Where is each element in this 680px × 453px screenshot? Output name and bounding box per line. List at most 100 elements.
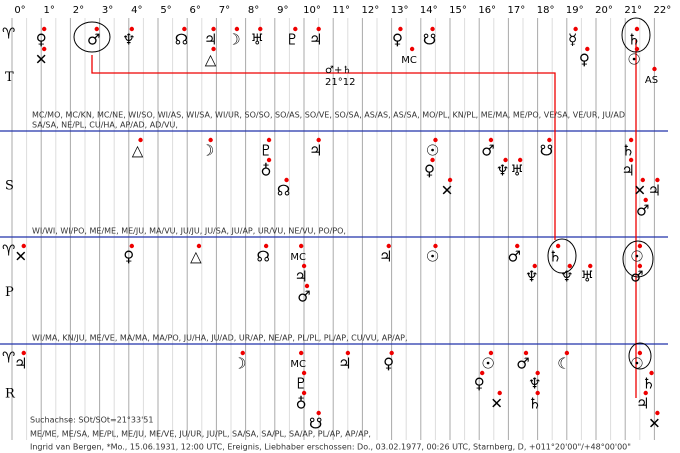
- row-symbol: ♈: [2, 25, 15, 43]
- position-dot: [628, 157, 634, 163]
- position-dot: [503, 157, 508, 163]
- planet-glyph: ☊: [175, 31, 188, 49]
- degree-label: 8°: [248, 5, 259, 16]
- planet-glyph: △: [190, 248, 202, 266]
- position-dot: [535, 390, 540, 396]
- planet-glyph: ♇: [294, 375, 307, 393]
- degree-label: 9°: [277, 5, 288, 16]
- midpoint-list: SA/SA, NE/PL, CU/HA, AP/AD, AD/VU,: [32, 121, 178, 130]
- planet-glyph: ✕: [441, 182, 454, 200]
- planet-glyph: ☽: [227, 31, 240, 49]
- degree-label: 7°: [219, 5, 230, 16]
- position-dot: [430, 26, 435, 32]
- position-dot: [588, 263, 593, 269]
- position-dot: [585, 46, 590, 52]
- planet-glyph: ♂: [87, 31, 100, 49]
- planet-glyph: ♂: [508, 248, 521, 266]
- position-dot: [564, 350, 570, 356]
- position-dot: [547, 137, 552, 143]
- planet-glyph: △: [205, 51, 217, 69]
- planet-glyph: ♅: [581, 268, 594, 286]
- position-dot: [409, 46, 415, 52]
- planet-glyph: ☿: [568, 31, 577, 49]
- position-dot: [398, 26, 403, 32]
- planet-glyph: ♀: [36, 31, 47, 49]
- planet-glyph: ✕: [648, 415, 661, 433]
- position-dot: [389, 350, 394, 356]
- position-dot: [640, 177, 645, 183]
- planet-glyph: ♃: [621, 162, 634, 180]
- position-dot: [535, 370, 540, 376]
- planet-glyph: ♇: [259, 142, 272, 160]
- position-dot: [643, 197, 648, 203]
- planet-glyph: ♆: [122, 31, 135, 49]
- planet-glyph: ♆: [528, 375, 541, 393]
- planet-glyph: ♁: [296, 395, 307, 413]
- degree-label: 0°: [14, 5, 25, 16]
- planet-glyph: ☋: [423, 31, 436, 49]
- position-dot: [488, 137, 494, 143]
- position-dot: [480, 370, 485, 376]
- midpoint-list: WI/MA, KN/JU, ME/VE, MA/MA, MA/PO, JU/HA…: [32, 334, 408, 343]
- planet-glyph: ♀: [123, 248, 134, 266]
- position-dot: [447, 177, 453, 183]
- position-dot: [652, 66, 657, 72]
- degree-label: 6°: [190, 5, 201, 16]
- position-dot: [301, 263, 307, 269]
- degree-label: 20°: [595, 5, 613, 16]
- planet-glyph: ♂: [481, 142, 494, 160]
- position-dot: [21, 243, 26, 249]
- position-dot: [433, 243, 438, 249]
- planet-glyph: ☊: [277, 182, 290, 200]
- position-dot: [637, 263, 643, 269]
- row-label: P: [5, 285, 14, 300]
- planet-glyph: ☾: [557, 355, 570, 373]
- planet-glyph: ☋: [309, 415, 322, 433]
- position-dot: [304, 283, 310, 289]
- planet-glyph: ♂: [516, 355, 529, 373]
- position-dot: [634, 46, 640, 52]
- planet-glyph: ♃: [309, 142, 322, 160]
- row-symbol: ♈: [2, 349, 15, 367]
- position-dot: [211, 26, 216, 32]
- planet-glyph: ♁: [261, 162, 272, 180]
- position-dot: [298, 243, 304, 249]
- planet-glyph: ♃: [309, 31, 322, 49]
- position-dot: [301, 370, 307, 376]
- planet-glyph: ♃: [636, 395, 649, 413]
- planet-glyph: ♆: [560, 268, 573, 286]
- planet-glyph: ♃: [379, 248, 392, 266]
- planet-glyph: ♀: [383, 355, 394, 373]
- degree-label: 1°: [44, 5, 55, 16]
- planet-glyph: ♂: [636, 202, 649, 220]
- position-dot: [655, 177, 660, 183]
- highlight-circle: [547, 238, 577, 274]
- degree-label: 22°: [654, 5, 672, 16]
- position-dot: [573, 26, 578, 32]
- planet-glyph: ♀: [424, 162, 435, 180]
- highlight-circle: [628, 342, 652, 370]
- position-dot: [523, 350, 529, 356]
- highlight-circle: [621, 17, 651, 53]
- planet-glyph: ☽: [233, 355, 246, 373]
- planet-glyph: △: [132, 142, 144, 160]
- midpoint-list: WI/WI, WI/PO, ME/ME, ME/JU, MA/VU, JU/JU…: [32, 227, 346, 236]
- position-dot: [316, 137, 321, 143]
- position-dot: [345, 350, 351, 356]
- position-dot: [208, 137, 213, 143]
- position-dot: [258, 26, 263, 32]
- planet-glyph: ☉: [426, 248, 439, 266]
- planet-glyph: ♀: [474, 375, 485, 393]
- position-dot: [555, 243, 561, 249]
- position-dot: [298, 350, 304, 356]
- footer-info: Ingrid van Bergen, *Mo., 15.06.1931, 12:…: [30, 443, 631, 452]
- position-dot: [182, 26, 187, 32]
- position-dot: [567, 263, 572, 269]
- position-dot: [211, 46, 216, 52]
- planet-glyph: ♄: [642, 375, 655, 393]
- position-dot: [234, 26, 240, 32]
- planet-glyph: ♀: [579, 51, 590, 69]
- position-dot: [386, 243, 391, 249]
- degree-label: 4°: [131, 5, 142, 16]
